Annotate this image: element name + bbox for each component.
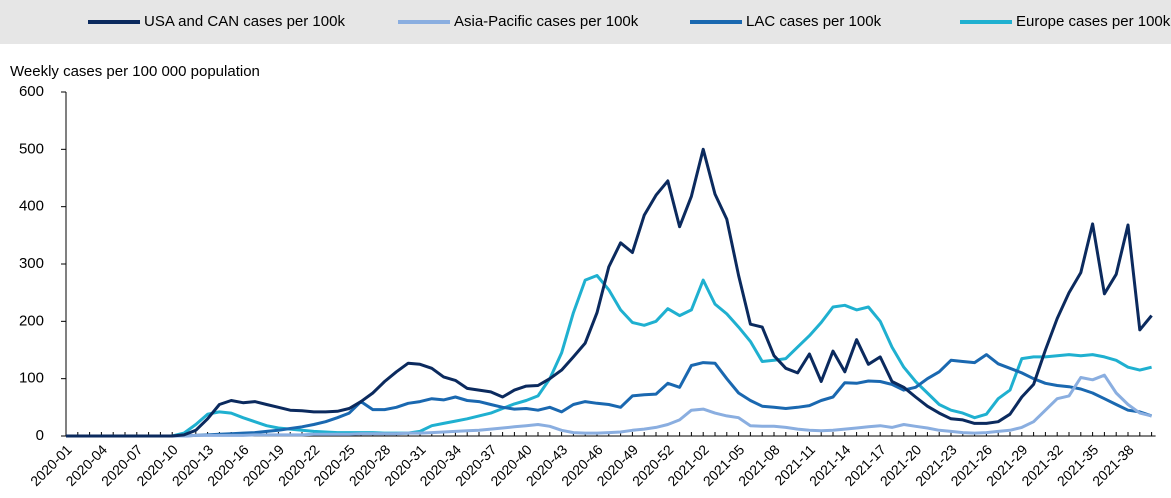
y-tick-label: 200: [19, 312, 44, 329]
y-tick-label: 400: [19, 198, 44, 215]
y-tick-label: 0: [36, 427, 44, 444]
y-axis-label: Weekly cases per 100 000 population: [10, 63, 260, 80]
y-tick-label: 600: [19, 83, 44, 100]
y-tick-label: 300: [19, 255, 44, 272]
series-line: [66, 373, 1152, 438]
legend-label: Europe cases per 100k: [1016, 13, 1171, 30]
series-line: [66, 353, 1153, 438]
y-tick-label: 100: [19, 370, 44, 387]
legend-label: Asia-Pacific cases per 100k: [454, 13, 639, 30]
legend-label: LAC cases per 100k: [746, 13, 882, 30]
series-line: [66, 147, 1153, 438]
series-line: [66, 274, 1152, 438]
legend-label: USA and CAN cases per 100k: [144, 13, 345, 30]
y-tick-label: 500: [19, 140, 44, 157]
